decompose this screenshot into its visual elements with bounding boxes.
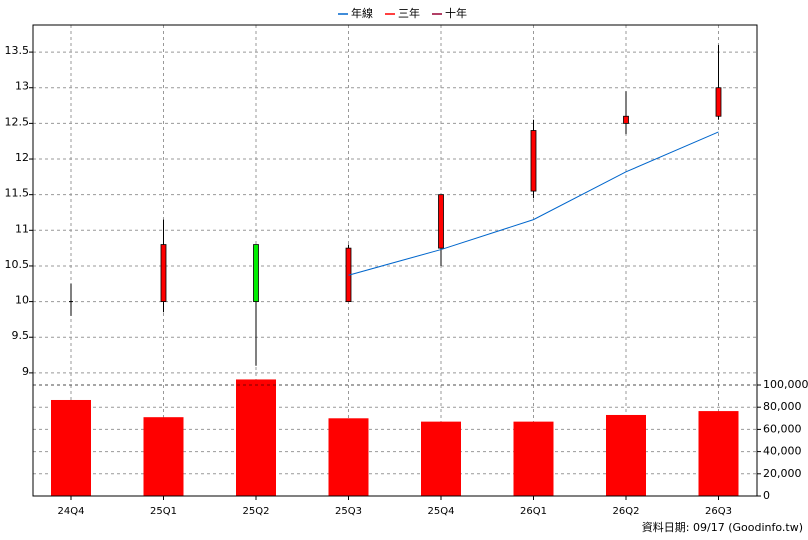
y-tick-label: 11.5 (5, 187, 30, 200)
legend-label: 三年 (398, 6, 420, 20)
volume-bar (328, 418, 369, 496)
volume-bar (513, 421, 554, 496)
x-tick-label: 26Q1 (520, 506, 547, 517)
y-tick-label: 12.5 (5, 115, 30, 128)
y-tick-label: 13.5 (5, 44, 30, 57)
line-series (348, 131, 719, 276)
legend-label: 年線 (351, 6, 373, 20)
x-tick-label: 26Q2 (613, 506, 640, 517)
y-tick-label: 9.5 (12, 329, 30, 342)
candle-body (715, 87, 722, 117)
y2-tick-label: 20,000 (763, 467, 802, 480)
x-tick-label: 24Q4 (58, 506, 85, 517)
y2-tick-label: 100,000 (763, 378, 808, 391)
footer: 資料日期: 09/17 (Goodinfo.tw) (642, 520, 803, 534)
y2-tick-label: 0 (763, 489, 770, 502)
candle-body (253, 244, 259, 302)
x-tick-label: 25Q4 (428, 506, 455, 517)
x-tick-label: 25Q1 (150, 506, 177, 517)
volume-bar (143, 417, 184, 496)
y2-tick-label: 40,000 (763, 445, 802, 458)
candle-body (530, 130, 537, 192)
y-tick-label: 12 (15, 151, 29, 164)
volume-bar (606, 414, 646, 496)
candle-body (160, 244, 167, 302)
y-tick-label: 11 (15, 222, 29, 235)
y-tick-label: 10.5 (5, 258, 30, 271)
volume-bar (51, 399, 91, 496)
candle-body (438, 194, 444, 249)
y-tick-label: 13 (15, 80, 29, 93)
y2-tick-label: 60,000 (763, 422, 802, 435)
x-tick-label: 25Q2 (243, 506, 270, 517)
candle-body (623, 115, 629, 124)
y2-tick-label: 80,000 (763, 400, 802, 413)
y-tick-label: 10 (15, 294, 29, 307)
x-tick-label: 26Q3 (705, 506, 732, 517)
volume-bar (421, 421, 461, 496)
legend-label: 十年 (445, 6, 467, 20)
x-tick-label: 25Q3 (335, 506, 362, 517)
volume-bar (236, 379, 276, 496)
plot-frame (32, 24, 758, 497)
volume-bar (698, 411, 739, 496)
y-tick-label: 9 (22, 365, 29, 378)
